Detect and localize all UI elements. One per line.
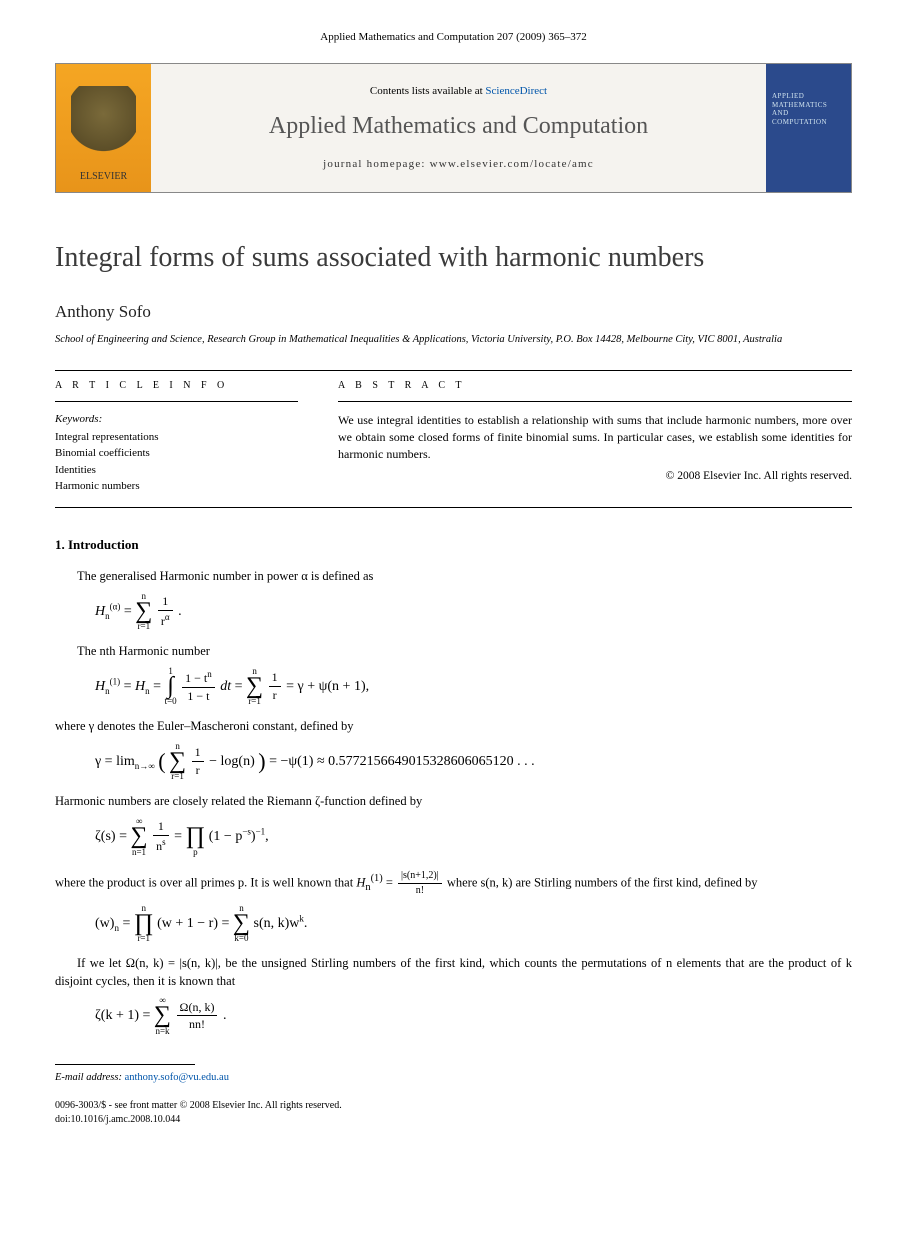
info-abstract-block: A R T I C L E I N F O Keywords: Integral… bbox=[55, 370, 852, 508]
equation: (w)n = n∏r=1 (w + 1 − r) = n∑k=0 s(n, k)… bbox=[95, 904, 852, 944]
contents-prefix: Contents lists available at bbox=[370, 85, 485, 97]
paper-title: Integral forms of sums associated with h… bbox=[55, 238, 852, 277]
paragraph-part: where the product is over all primes p. … bbox=[55, 875, 356, 889]
footnote-rule bbox=[55, 1064, 195, 1065]
journal-masthead: ELSEVIER Contents lists available at Sci… bbox=[55, 63, 852, 193]
cover-title: APPLIED MATHEMATICS AND COMPUTATION bbox=[772, 92, 845, 126]
paragraph: The nth Harmonic number bbox=[55, 643, 852, 661]
paragraph: If we let Ω(n, k) = |s(n, k)|, be the un… bbox=[55, 955, 852, 990]
article-info-heading: A R T I C L E I N F O bbox=[55, 371, 298, 402]
publisher-name: ELSEVIER bbox=[80, 170, 127, 184]
elsevier-tree-icon bbox=[71, 86, 136, 166]
euler-value: ≈ 0.5772156649015328606065120 . . . bbox=[317, 754, 535, 769]
abstract-copyright: © 2008 Elsevier Inc. All rights reserved… bbox=[338, 468, 852, 484]
contents-available-line: Contents lists available at ScienceDirec… bbox=[370, 84, 547, 99]
paragraph: where γ denotes the Euler–Mascheroni con… bbox=[55, 718, 852, 736]
footer-block: 0096-3003/$ - see front matter © 2008 El… bbox=[55, 1099, 852, 1127]
keywords-list: Integral representations Binomial coeffi… bbox=[55, 429, 298, 495]
keyword: Integral representations bbox=[55, 429, 298, 446]
keyword: Binomial coefficients bbox=[55, 445, 298, 462]
masthead-center: Contents lists available at ScienceDirec… bbox=[151, 64, 766, 192]
abstract-column: A B S T R A C T We use integral identiti… bbox=[318, 371, 852, 495]
journal-name: Applied Mathematics and Computation bbox=[269, 110, 648, 144]
paragraph-part: where s(n, k) are Stirling numbers of th… bbox=[447, 875, 758, 889]
article-info-column: A R T I C L E I N F O Keywords: Integral… bbox=[55, 371, 318, 495]
keyword: Identities bbox=[55, 462, 298, 479]
section-heading-intro: 1. Introduction bbox=[55, 536, 852, 554]
header-citation: Applied Mathematics and Computation 207 … bbox=[55, 30, 852, 45]
equation: ζ(s) = ∞∑n=1 1ns = ∏p (1 − p−s)−1, bbox=[95, 817, 852, 857]
footer-line: 0096-3003/$ - see front matter © 2008 El… bbox=[55, 1099, 852, 1113]
keywords-label: Keywords: bbox=[55, 412, 298, 427]
paragraph: The generalised Harmonic number in power… bbox=[55, 568, 852, 586]
journal-homepage: journal homepage: www.elsevier.com/locat… bbox=[323, 157, 594, 172]
email-line: E-mail address: anthony.sofo@vu.edu.au bbox=[55, 1071, 852, 1086]
paragraph: where the product is over all primes p. … bbox=[55, 869, 852, 898]
elsevier-logo: ELSEVIER bbox=[56, 64, 151, 192]
email-label: E-mail address: bbox=[55, 1072, 125, 1083]
author-affiliation: School of Engineering and Science, Resea… bbox=[55, 333, 852, 347]
abstract-text: We use integral identities to establish … bbox=[338, 412, 852, 464]
journal-cover-thumbnail: APPLIED MATHEMATICS AND COMPUTATION bbox=[766, 64, 851, 192]
author-name: Anthony Sofo bbox=[55, 300, 852, 324]
paragraph: Harmonic numbers are closely related the… bbox=[55, 793, 852, 811]
equation: γ = limn→∞ ( n∑r=1 1r − log(n) ) = −ψ(1)… bbox=[95, 742, 852, 782]
equation: ζ(k + 1) = ∞∑n=k Ω(n, k)nn! . bbox=[95, 996, 852, 1036]
sciencedirect-link[interactable]: ScienceDirect bbox=[485, 85, 547, 97]
abstract-heading: A B S T R A C T bbox=[338, 371, 852, 402]
footer-doi: doi:10.1016/j.amc.2008.10.044 bbox=[55, 1113, 852, 1127]
keyword: Harmonic numbers bbox=[55, 478, 298, 495]
equation: Hn(1) = Hn = 1∫t=0 1 − tn1 − t dt = n∑r=… bbox=[95, 667, 852, 707]
equation: Hn(α) = n∑r=1 1rα . bbox=[95, 592, 852, 632]
email-link[interactable]: anthony.sofo@vu.edu.au bbox=[125, 1072, 229, 1083]
